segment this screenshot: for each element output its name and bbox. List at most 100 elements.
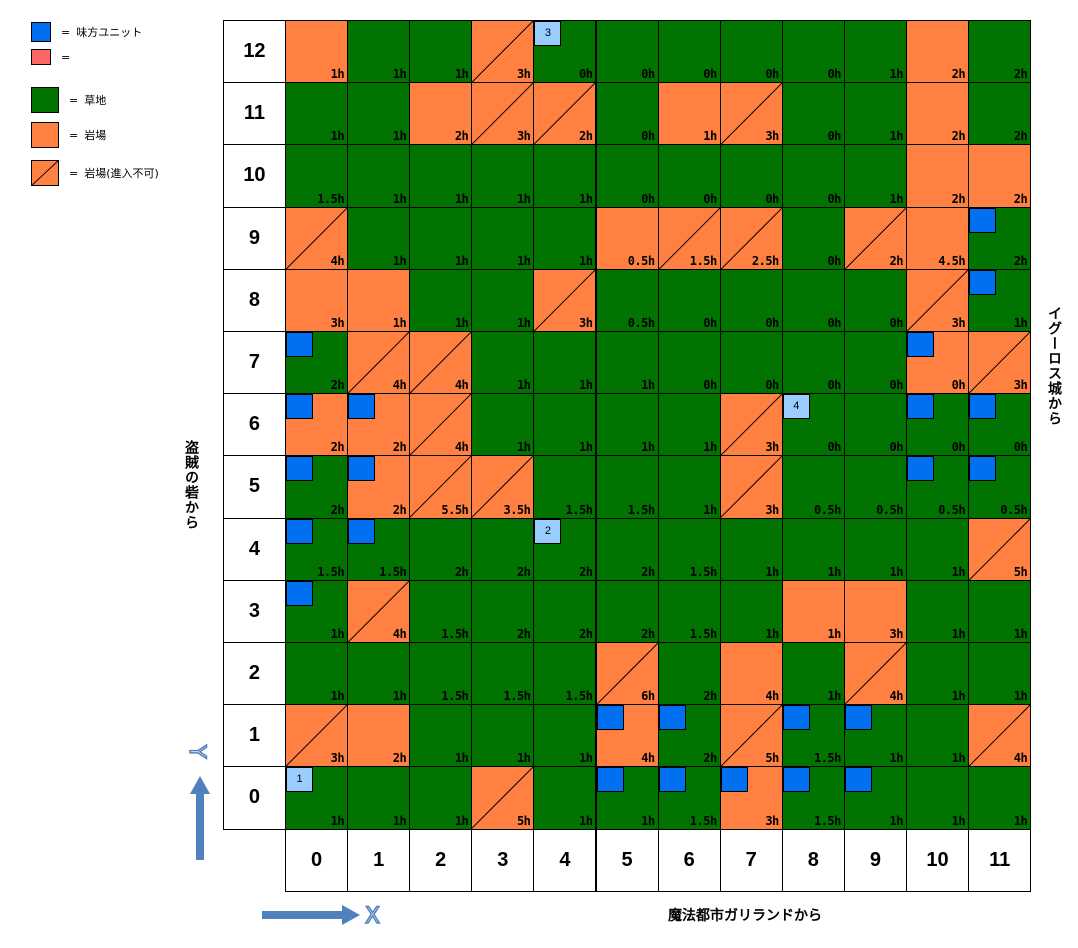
impassable-rock-tile[interactable]: 5.5h <box>409 455 473 519</box>
grass-tile[interactable]: 1.5h <box>657 579 721 643</box>
rock-tile[interactable]: 4.5h <box>906 206 970 270</box>
grass-tile[interactable]: 1h <box>906 766 970 830</box>
ally-unit-marker[interactable] <box>348 456 376 482</box>
rock-tile[interactable]: 2h <box>347 455 411 519</box>
rock-tile[interactable]: 2h <box>347 704 411 768</box>
grass-tile[interactable]: 1h <box>719 579 783 643</box>
rock-tile[interactable]: 2h <box>906 144 970 208</box>
grass-tile[interactable]: 1h <box>595 331 659 395</box>
grass-tile[interactable]: 1.5h <box>533 642 597 706</box>
impassable-rock-tile[interactable]: 1.5h <box>657 206 721 270</box>
grass-tile[interactable]: 1h <box>781 642 845 706</box>
grass-tile[interactable]: 1.5h <box>471 642 535 706</box>
grass-tile[interactable]: 1h <box>347 766 411 830</box>
grass-tile[interactable]: 2h <box>595 517 659 581</box>
grass-tile[interactable]: 1h <box>843 704 907 768</box>
impassable-rock-tile[interactable]: 3.5h <box>471 455 535 519</box>
grass-tile[interactable]: 0h <box>719 144 783 208</box>
grass-tile[interactable]: 1h <box>968 579 1032 643</box>
rock-tile[interactable]: 3h <box>719 766 783 830</box>
impassable-rock-tile[interactable]: 4h <box>347 579 411 643</box>
grass-tile[interactable]: 1h <box>843 144 907 208</box>
grass-tile[interactable]: 0h 4 <box>781 393 845 457</box>
grass-tile[interactable]: 0h <box>719 20 783 84</box>
grass-tile[interactable]: 1.5h <box>285 517 349 581</box>
grass-tile[interactable]: 0h <box>843 268 907 332</box>
grass-tile[interactable]: 1.5h <box>409 579 473 643</box>
impassable-rock-tile[interactable]: 3h <box>285 704 349 768</box>
grass-tile[interactable]: 1h <box>471 704 535 768</box>
ally-unit-marker[interactable] <box>969 269 997 295</box>
grass-tile[interactable]: 2h <box>285 455 349 519</box>
grass-tile[interactable]: 1h <box>906 517 970 581</box>
grass-tile[interactable]: 1.5h <box>285 144 349 208</box>
grass-tile[interactable]: 2h <box>968 82 1032 146</box>
grass-tile[interactable]: 1h <box>906 579 970 643</box>
grass-tile[interactable]: 1h <box>906 704 970 768</box>
rock-tile[interactable]: 0.5h <box>595 206 659 270</box>
grass-tile[interactable]: 0h 3 <box>533 20 597 84</box>
ally-unit-marker[interactable] <box>658 767 686 793</box>
ally-unit-marker[interactable] <box>969 394 997 420</box>
impassable-rock-tile[interactable]: 4h <box>843 642 907 706</box>
rock-tile[interactable]: 1h <box>657 82 721 146</box>
impassable-rock-tile[interactable]: 2.5h <box>719 206 783 270</box>
grass-tile[interactable]: 2h <box>285 331 349 395</box>
grass-tile[interactable]: 1h <box>285 642 349 706</box>
ally-unit-marker[interactable] <box>286 580 313 606</box>
ally-unit-marker[interactable] <box>844 767 872 793</box>
ally-unit-marker[interactable] <box>286 518 313 544</box>
grass-tile[interactable]: 1h 1 <box>285 766 349 830</box>
ally-unit-marker[interactable] <box>969 456 997 482</box>
grass-tile[interactable]: 1h <box>409 704 473 768</box>
ally-unit-marker[interactable] <box>658 705 686 731</box>
impassable-rock-tile[interactable]: 3h <box>968 331 1032 395</box>
impassable-rock-tile[interactable]: 3h <box>719 455 783 519</box>
rock-tile[interactable]: 1h <box>285 20 349 84</box>
grass-tile[interactable]: 0h <box>781 268 845 332</box>
grass-tile[interactable]: 1h <box>657 393 721 457</box>
grass-tile[interactable]: 1h <box>843 517 907 581</box>
grass-tile[interactable]: 0h <box>657 268 721 332</box>
rock-tile[interactable]: 1h <box>347 268 411 332</box>
grass-tile[interactable]: 0h <box>781 331 845 395</box>
grass-tile[interactable]: 1h <box>285 579 349 643</box>
grass-tile[interactable]: 1h <box>657 455 721 519</box>
grass-tile[interactable]: 1h <box>347 82 411 146</box>
grass-tile[interactable]: 0.5h <box>968 455 1032 519</box>
rock-tile[interactable]: 2h <box>906 82 970 146</box>
rock-tile[interactable]: 2h <box>285 393 349 457</box>
impassable-rock-tile[interactable]: 4h <box>409 393 473 457</box>
grass-tile[interactable]: 1h <box>906 642 970 706</box>
impassable-rock-tile[interactable]: 4h <box>347 331 411 395</box>
rock-tile[interactable]: 2h <box>968 144 1032 208</box>
grass-tile[interactable]: 1.5h <box>347 517 411 581</box>
ally-unit-marker[interactable]: 2 <box>534 518 562 544</box>
ally-unit-marker[interactable] <box>907 394 934 420</box>
grass-tile[interactable]: 1h <box>533 766 597 830</box>
rock-tile[interactable]: 2h <box>347 393 411 457</box>
grass-tile[interactable]: 2h <box>968 20 1032 84</box>
rock-tile[interactable]: 3h <box>843 579 907 643</box>
grass-tile[interactable]: 1h <box>347 144 411 208</box>
grass-tile[interactable]: 1h <box>347 20 411 84</box>
rock-tile[interactable]: 4h <box>595 704 659 768</box>
grass-tile[interactable]: 0h <box>968 393 1032 457</box>
ally-unit-marker[interactable]: 3 <box>534 21 562 46</box>
rock-tile[interactable]: 2h <box>409 82 473 146</box>
ally-unit-marker[interactable] <box>286 456 313 482</box>
grass-tile[interactable]: 1h <box>533 393 597 457</box>
grass-tile[interactable]: 2h <box>471 517 535 581</box>
grass-tile[interactable]: 2h <box>657 642 721 706</box>
impassable-rock-tile[interactable]: 5h <box>968 517 1032 581</box>
grass-tile[interactable]: 2h <box>533 579 597 643</box>
grass-tile[interactable]: 0h <box>781 144 845 208</box>
grass-tile[interactable]: 1h <box>533 144 597 208</box>
grass-tile[interactable]: 1h <box>347 642 411 706</box>
grass-tile[interactable]: 1h <box>471 206 535 270</box>
ally-unit-marker[interactable]: 1 <box>286 767 313 793</box>
grass-tile[interactable]: 1h <box>471 144 535 208</box>
grass-tile[interactable]: 1.5h <box>781 766 845 830</box>
grass-tile[interactable]: 1h <box>843 20 907 84</box>
rock-tile[interactable]: 2h <box>906 20 970 84</box>
